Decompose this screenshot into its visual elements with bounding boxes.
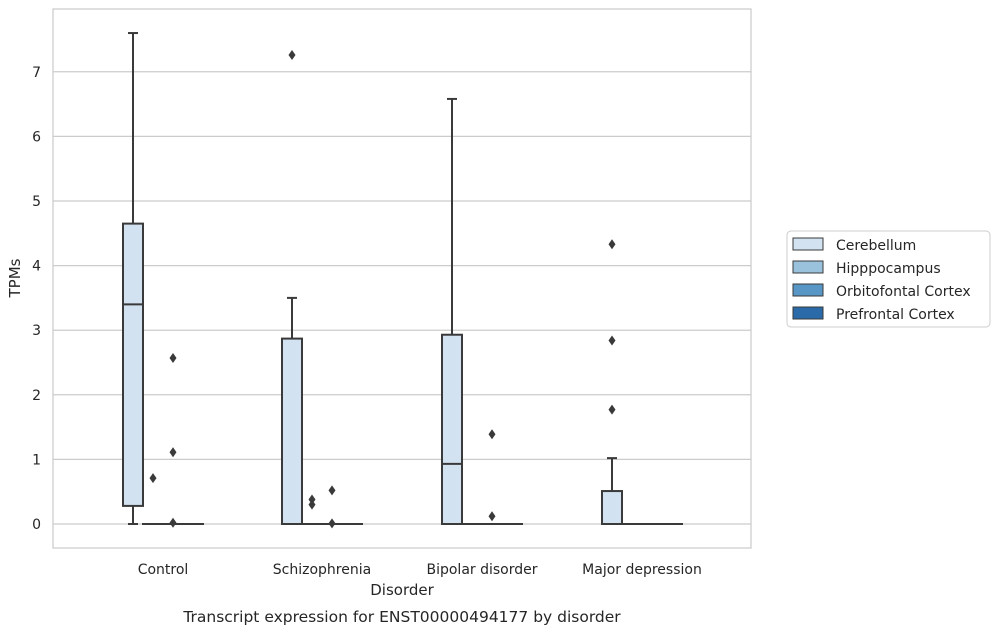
box-group xyxy=(162,352,184,528)
legend-label: Cerebellum xyxy=(836,238,916,254)
chart-caption: Transcript expression for ENST0000049417… xyxy=(182,608,621,626)
outlier-point xyxy=(488,511,496,522)
x-tick-label: Schizophrenia xyxy=(273,562,371,578)
legend-swatch xyxy=(792,283,824,297)
legend-label: Orbitofontal Cortex xyxy=(836,284,971,300)
outlier-point xyxy=(169,517,177,528)
box-group xyxy=(321,485,343,529)
y-tick-label: 0 xyxy=(32,517,41,533)
box-group xyxy=(122,32,144,525)
y-tick-label: 6 xyxy=(32,129,41,145)
outlier-point xyxy=(608,335,616,346)
y-tick-label: 5 xyxy=(32,194,41,210)
outlier-point xyxy=(608,239,616,250)
outlier-point xyxy=(328,485,336,496)
x-tick-labels: Control Schizophrenia Bipolar disorder Majo… xyxy=(138,562,702,578)
outlier-point xyxy=(488,429,496,440)
box-group xyxy=(481,429,503,526)
x-tick-label: Major depression xyxy=(582,562,702,578)
box-group xyxy=(142,473,164,526)
legend: Cerebellum Hipppocampus Orbitofontal Corte… xyxy=(786,230,991,328)
outlier-point xyxy=(149,473,157,484)
box xyxy=(601,490,623,525)
box xyxy=(281,337,303,525)
outlier-point xyxy=(608,404,616,415)
legend-label: Hipppocampus xyxy=(836,261,941,277)
y-tick-labels: 0 1 2 3 4 5 6 7 xyxy=(32,65,41,533)
outlier-point xyxy=(308,494,316,505)
plot-frame xyxy=(52,8,752,549)
y-axis-label: TPMs xyxy=(6,258,24,298)
legend-label: Prefrontal Cortex xyxy=(836,307,955,323)
box-group xyxy=(601,239,623,525)
y-tick-label: 4 xyxy=(32,259,41,275)
outlier-point xyxy=(169,352,177,363)
legend-swatch xyxy=(792,306,824,320)
outlier-point xyxy=(308,499,316,510)
y-tick-label: 2 xyxy=(32,388,41,404)
legend-frame xyxy=(786,230,991,328)
legend-swatch xyxy=(792,260,824,274)
outlier-point xyxy=(328,518,336,529)
outlier-point xyxy=(169,447,177,458)
box-group xyxy=(441,97,463,525)
box-group xyxy=(301,494,323,526)
legend-swatch xyxy=(792,237,824,251)
box-layer xyxy=(122,32,683,529)
y-tick-label: 1 xyxy=(32,452,41,468)
x-axis-label: Disorder xyxy=(370,581,434,599)
grid-layer xyxy=(53,71,751,525)
outlier-point xyxy=(288,50,296,61)
box xyxy=(441,333,463,525)
box xyxy=(122,222,144,507)
y-tick-label: 3 xyxy=(32,323,41,339)
box-group xyxy=(281,50,303,525)
x-tick-label: Control xyxy=(138,562,189,578)
y-tick-label: 7 xyxy=(32,65,41,81)
x-tick-label: Bipolar disorder xyxy=(426,562,537,578)
